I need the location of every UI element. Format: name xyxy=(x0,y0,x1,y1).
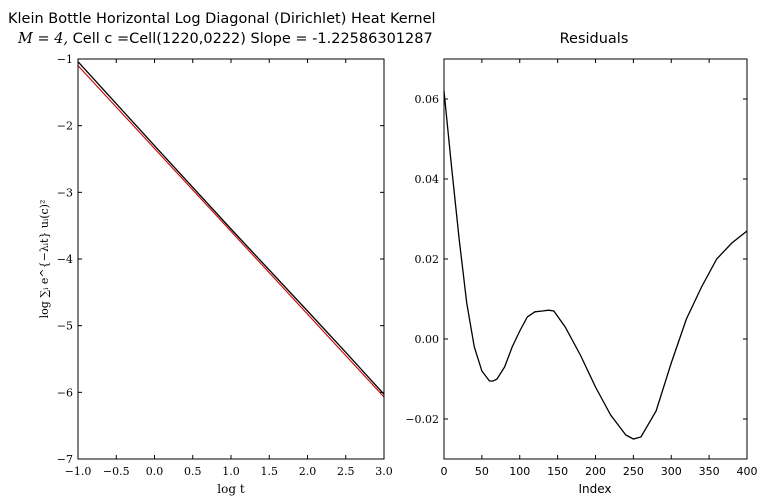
right-x-tick-label: 350 xyxy=(699,465,720,478)
figure-title-line2: M = 4, Cell c =Cell(1220,0222) Slope = -… xyxy=(17,31,433,47)
left-plot-frame xyxy=(77,58,385,460)
left-y-tick-label: −7 xyxy=(57,453,73,466)
left-plot-ticks: −1.0 −0.5 0.0 0.5 1.0 1.5 2.0 2.5 3.0 −7 −6 −5 −4 −3 −… xyxy=(57,53,393,478)
left-x-tick-label: 0.0 xyxy=(146,465,164,478)
figure-title-m-label: M = 4, xyxy=(17,31,68,47)
right-x-tick-label: 300 xyxy=(661,465,682,478)
left-y-tick-label: −5 xyxy=(57,320,73,333)
left-x-tick-label: −1.0 xyxy=(65,465,92,478)
left-x-tick-label: −0.5 xyxy=(103,465,130,478)
right-plot-frame xyxy=(443,58,748,460)
right-y-tick-label: 0.02 xyxy=(415,253,440,266)
right-y-tick-label: 0.00 xyxy=(415,333,440,346)
right-x-tick-label: 400 xyxy=(737,465,758,478)
left-y-tick-label: −1 xyxy=(57,53,73,66)
right-x-tick-label: 50 xyxy=(475,465,489,478)
right-x-tick-label: 100 xyxy=(509,465,530,478)
left-x-tick-label: 3.0 xyxy=(375,465,393,478)
right-x-tick-label: 250 xyxy=(623,465,644,478)
right-y-tick-label: 0.04 xyxy=(415,173,440,186)
left-x-tick-label: 2.5 xyxy=(337,465,355,478)
left-x-tick-label: 2.0 xyxy=(299,465,317,478)
left-x-tick-label: 0.5 xyxy=(184,465,202,478)
log-heat-kernel-plot: −1.0 −0.5 0.0 0.5 1.0 1.5 2.0 2.5 3.0 −7 −6 −5 −4 −3 −… xyxy=(38,53,393,496)
left-x-tick-label: 1.5 xyxy=(261,465,279,478)
figure-title-line1: Klein Bottle Horizontal Log Diagonal (Di… xyxy=(8,11,436,27)
right-x-tick-label: 200 xyxy=(585,465,606,478)
residuals-plot: Residuals 0 50 100 150 200 250 300 350 400−0.020… xyxy=(405,31,757,496)
left-y-tick-label: −3 xyxy=(57,186,73,199)
residuals-lines xyxy=(443,90,748,440)
log-heat-kernel-lines xyxy=(77,61,385,398)
right-y-tick-label: 0.06 xyxy=(415,93,440,106)
left-x-axis-label: log t xyxy=(217,482,245,496)
right-plot-ticks: 0 50 100 150 200 250 300 350 400 −0.02 0.00 0.02 0.0… xyxy=(405,59,758,478)
figure-title-cell-slope: Cell c =Cell(1220,0222) Slope = -1.22586… xyxy=(68,31,433,47)
left-y-tick-label: −6 xyxy=(57,386,73,399)
left-series-line-0 xyxy=(77,65,385,398)
left-series-line-1 xyxy=(77,61,385,395)
right-y-tick-label: −0.02 xyxy=(405,413,439,426)
left-y-tick-label: −2 xyxy=(57,120,73,133)
left-x-tick-label: 1.0 xyxy=(222,465,240,478)
left-y-tick-label: −4 xyxy=(57,253,73,266)
residuals-title: Residuals xyxy=(560,31,629,47)
right-x-tick-label: 0 xyxy=(441,465,448,478)
right-x-axis-label: Index xyxy=(578,482,611,496)
left-y-axis-label: log ∑ᵢ e^{−λᵢt} uᵢ(c)² xyxy=(38,200,51,319)
right-series-line-0 xyxy=(443,90,748,440)
right-x-tick-label: 150 xyxy=(547,465,568,478)
